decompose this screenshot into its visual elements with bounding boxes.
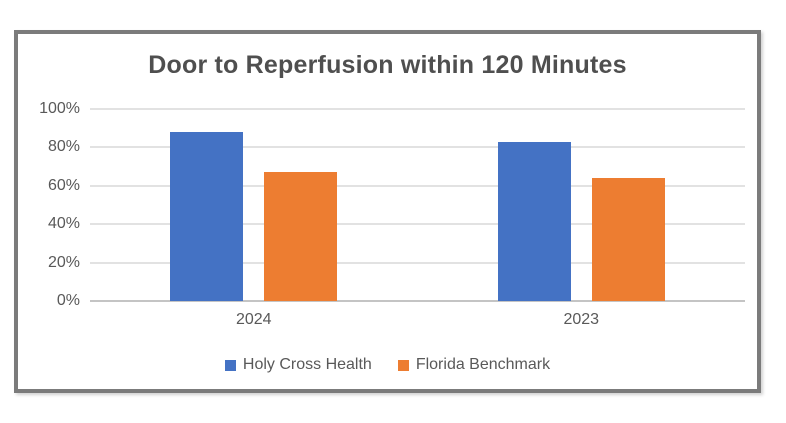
- y-axis-tick-label: 80%: [47, 138, 80, 156]
- bar-florida-benchmark-2024: [264, 172, 338, 301]
- grid-line: [90, 108, 745, 110]
- y-axis-tick-label: 0%: [56, 292, 80, 309]
- x-axis-line: [90, 300, 745, 302]
- y-axis-tick-label: 20%: [47, 253, 80, 271]
- grid-line: [90, 184, 745, 187]
- x-axis-label-2024: 2024: [235, 311, 272, 328]
- legend-swatch-orange-square-icon: [397, 359, 409, 371]
- grid-line: [90, 146, 745, 149]
- plot-area: [90, 108, 745, 302]
- bar-florida-benchmark-2023: [591, 178, 665, 301]
- chart-frame: Door to Reperfusion within 120 Minutes 0…: [14, 30, 761, 393]
- chart-title: Door to Reperfusion within 120 Minutes: [148, 51, 627, 79]
- x-axis-label-2023: 2023: [563, 311, 600, 328]
- legend-label: Florida Benchmark: [415, 356, 551, 373]
- legend-label: Holy Cross Health: [242, 356, 372, 373]
- grid-line: [90, 223, 745, 226]
- legend-item-holy-cross-health: Holy Cross Health: [224, 356, 372, 374]
- legend: Holy Cross Health Florida Benchmark: [18, 356, 757, 374]
- bar-holy-cross-health-2023: [497, 141, 571, 301]
- legend-item-florida-benchmark: Florida Benchmark: [397, 356, 551, 374]
- bar-holy-cross-health-2024: [170, 132, 244, 301]
- y-axis-labels: 0% 20% 40% 60% 80% 100%: [18, 34, 80, 389]
- legend-swatch-blue-square-icon: [224, 359, 236, 371]
- y-axis-tick-label: 100%: [39, 100, 80, 117]
- y-axis-tick-label: 60%: [47, 176, 80, 194]
- y-axis-tick-label: 40%: [47, 215, 80, 233]
- grid-line: [90, 261, 745, 264]
- x-axis-labels: 2024 2023: [90, 310, 745, 330]
